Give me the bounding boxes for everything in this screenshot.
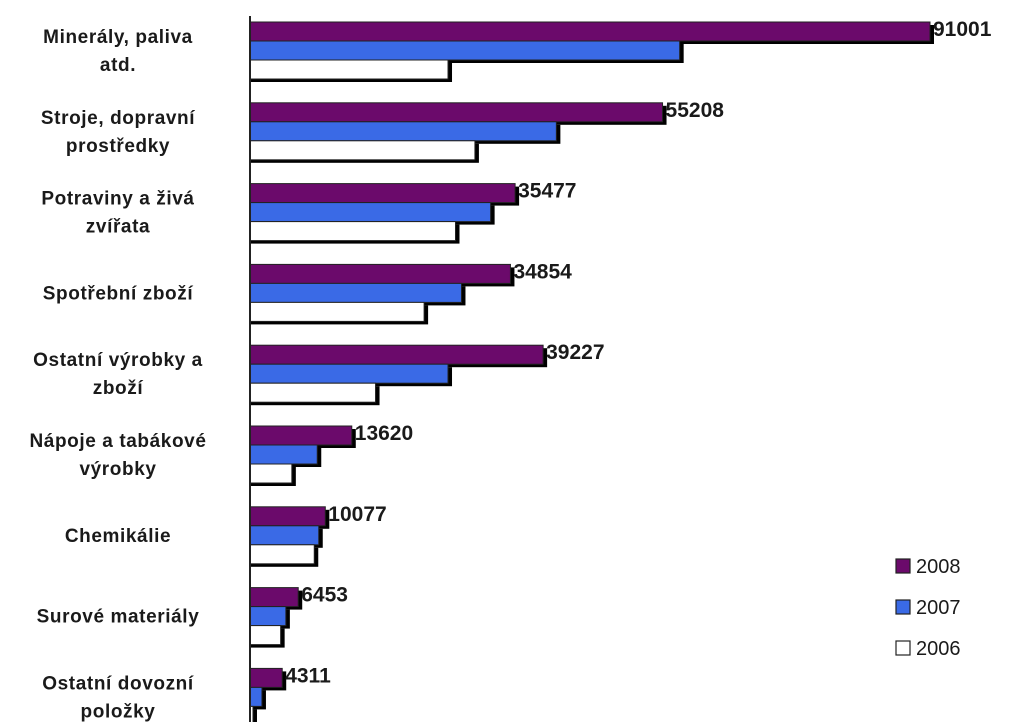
bar-group bbox=[249, 183, 520, 244]
bar-2008 bbox=[249, 102, 664, 123]
bar-group bbox=[249, 425, 356, 486]
bar-2006 bbox=[249, 382, 377, 403]
legend-label: 2008 bbox=[916, 556, 961, 578]
bar-group bbox=[249, 667, 287, 722]
bar-2008 bbox=[249, 21, 931, 42]
legend-swatch-2008 bbox=[895, 558, 911, 574]
bar-group bbox=[249, 102, 667, 163]
bar-group bbox=[249, 587, 303, 648]
bar-2008 bbox=[249, 667, 283, 688]
bar-group bbox=[249, 21, 934, 82]
value-label: 55208 bbox=[666, 99, 725, 122]
bar-2007 bbox=[249, 525, 320, 546]
bar-2007 bbox=[249, 363, 449, 384]
bar-2008 bbox=[249, 344, 544, 365]
bar-2008 bbox=[249, 587, 299, 608]
legend-label: 2006 bbox=[916, 638, 961, 660]
bar-2006 bbox=[249, 301, 425, 322]
legend-swatch-2007 bbox=[895, 599, 911, 615]
bar-group bbox=[249, 506, 330, 567]
bar-2006 bbox=[249, 140, 476, 161]
category-label: Ostatní výrobky a zboží bbox=[33, 350, 203, 399]
bar-2006 bbox=[249, 463, 293, 484]
bar-2006 bbox=[249, 59, 449, 80]
bar-2008 bbox=[249, 263, 511, 284]
bar-2007 bbox=[249, 40, 681, 61]
value-label: 39227 bbox=[546, 341, 604, 364]
bar-2008 bbox=[249, 506, 326, 527]
bar-shadow bbox=[250, 709, 257, 722]
bar-2008 bbox=[249, 425, 353, 446]
bar-2007 bbox=[249, 686, 263, 707]
bar-2007 bbox=[249, 121, 557, 142]
legend: 2008 2007 2006 bbox=[895, 556, 961, 660]
value-label: 4311 bbox=[285, 664, 331, 687]
value-label: 35477 bbox=[518, 180, 576, 203]
value-label: 6453 bbox=[301, 584, 348, 607]
bar-2006 bbox=[249, 625, 282, 646]
value-label: 34854 bbox=[513, 260, 572, 283]
bar-group bbox=[249, 263, 515, 325]
value-label: 13620 bbox=[355, 422, 413, 445]
bars-layer bbox=[249, 21, 934, 722]
bar-2007 bbox=[249, 444, 318, 465]
bar-2008 bbox=[249, 183, 516, 204]
value-label: 10077 bbox=[328, 503, 386, 526]
category-label: Stroje, dopravní prostředky bbox=[41, 108, 195, 157]
category-label: Chemikálie bbox=[65, 526, 171, 547]
bar-2007 bbox=[249, 202, 492, 223]
category-label: Surové materiály bbox=[37, 607, 200, 628]
bar-2007 bbox=[249, 282, 462, 303]
category-label: Minerály, paliva atd. bbox=[43, 27, 193, 76]
category-label: Nápoje a tabákové výrobky bbox=[29, 431, 206, 480]
category-label: Ostatní dovozní položky bbox=[42, 673, 194, 722]
labels-layer: 91001 Minerály, paliva atd. 55208 Stroje, do… bbox=[29, 18, 991, 722]
category-label: Spotřební zboží bbox=[43, 283, 194, 304]
bar-2006 bbox=[249, 221, 456, 242]
bar-group bbox=[249, 344, 548, 406]
bar-2006 bbox=[249, 544, 315, 565]
category-label: Potraviny a živá zvířata bbox=[41, 189, 194, 238]
legend-swatch-2006 bbox=[895, 640, 911, 656]
legend-label: 2007 bbox=[916, 597, 961, 619]
bar-2007 bbox=[249, 606, 287, 627]
value-label: 91001 bbox=[933, 18, 992, 41]
